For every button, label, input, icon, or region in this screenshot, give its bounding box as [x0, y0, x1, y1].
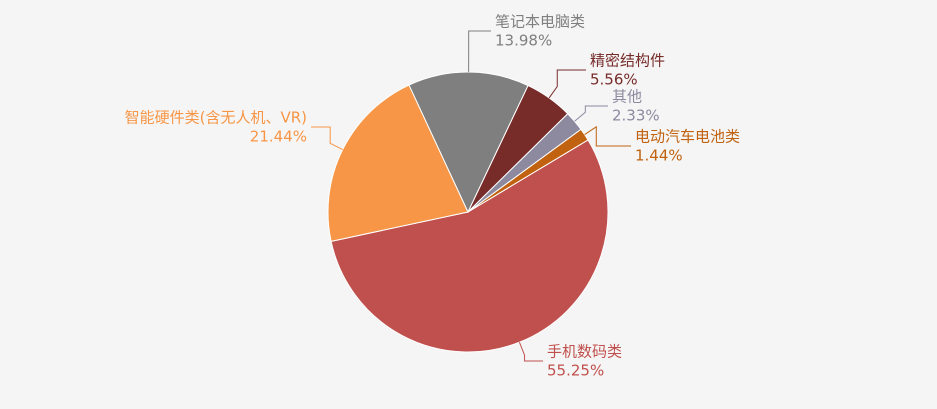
slice-value-label: 1.44% — [635, 147, 683, 165]
leader-line — [574, 105, 608, 122]
leader-line — [311, 126, 343, 150]
leader-line — [548, 69, 586, 99]
slice-label: 智能硬件类(含无人机、VR) — [125, 109, 307, 127]
slice-value-label: 2.33% — [612, 107, 660, 125]
slice-label: 笔记本电脑类 — [495, 13, 585, 31]
slice-label: 手机数码类 — [547, 343, 622, 361]
slice-label: 精密结构件 — [590, 52, 665, 70]
slice-value-label: 13.98% — [495, 32, 552, 50]
slice-label: 其他 — [612, 88, 642, 106]
leader-line — [518, 342, 543, 362]
slice-value-label: 55.25% — [547, 362, 604, 380]
slice-value-label: 21.44% — [250, 128, 307, 146]
slice-label: 电动汽车电池类 — [635, 128, 740, 146]
leader-line — [468, 30, 491, 73]
pie-slice — [408, 71, 529, 214]
pie-slice — [467, 128, 589, 213]
slice-value-label: 5.56% — [590, 71, 638, 89]
leader-line — [584, 125, 631, 147]
